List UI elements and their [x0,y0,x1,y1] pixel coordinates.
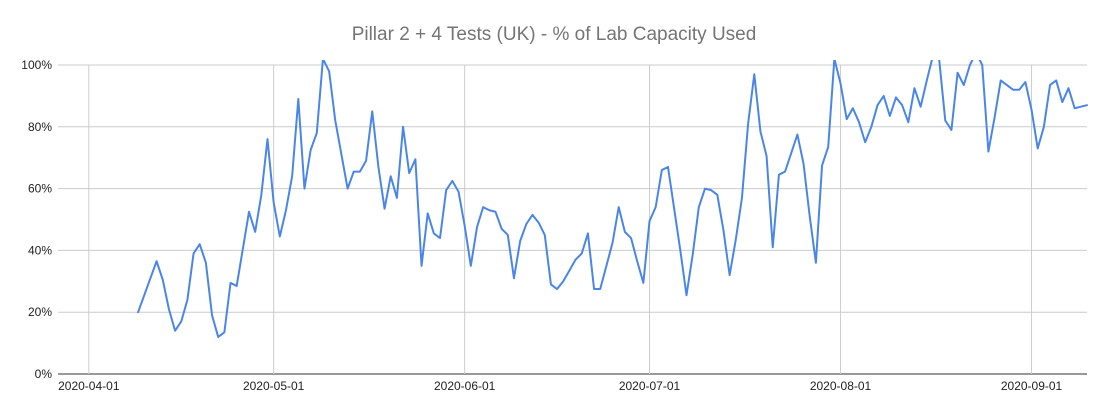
x-tick-label: 2020-09-01 [1001,379,1063,393]
chart-title: Pillar 2 + 4 Tests (UK) - % of Lab Capac… [352,24,757,45]
y-tick-label: 20% [28,305,52,319]
grid-lines [58,64,1087,375]
x-tick-label: 2020-07-01 [619,379,681,393]
x-tick-label: 2020-08-01 [810,379,872,393]
y-tick-label: 40% [28,243,52,257]
x-tick-label: 2020-06-01 [434,379,496,393]
series-line [137,60,1088,338]
x-tick-label: 2020-04-01 [58,379,120,393]
data-points [138,53,1087,337]
y-axis-tick-labels: 0% 20% 40% 60% 80% 100% [21,58,52,381]
x-axis-tick-labels: 2020-04-01 2020-05-01 2020-06-01 2020-07-01… [58,379,1062,393]
x-tick-label: 2020-05-01 [243,379,305,393]
y-tick-label: 100% [21,58,52,72]
y-tick-label: 60% [28,182,52,196]
y-tick-label: 0% [35,367,53,381]
plot-area [137,53,1088,338]
series-group [137,53,1088,338]
y-tick-label: 80% [28,120,52,134]
